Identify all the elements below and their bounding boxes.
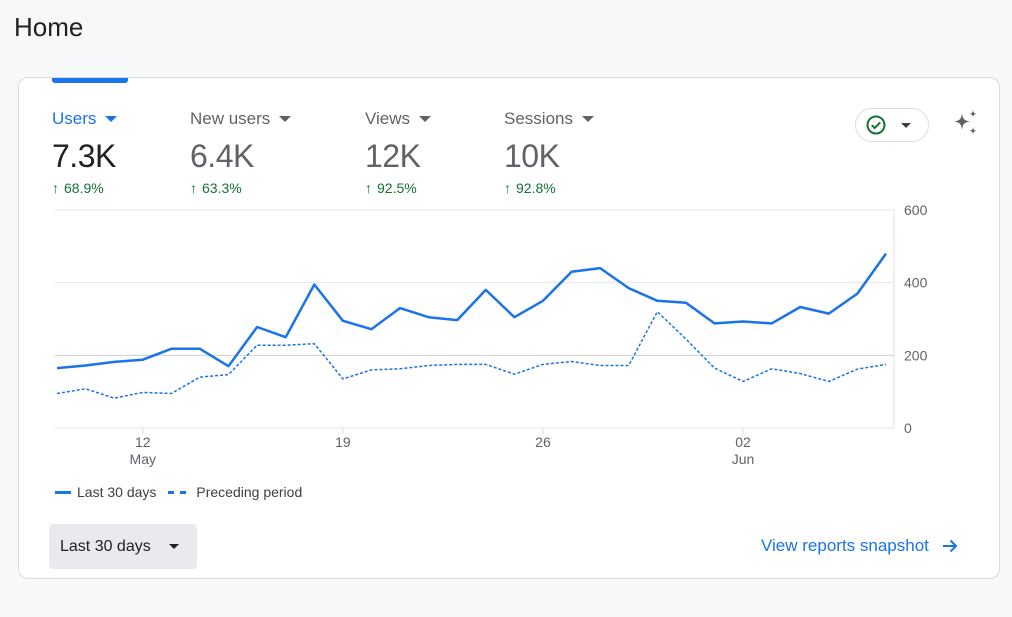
x-tick-label: 12 — [135, 434, 151, 450]
metric-tab-new-users[interactable]: New users 6.4K ↑ 63.3% — [190, 108, 292, 196]
metric-tab-users[interactable]: Users 7.3K ↑ 68.9% — [52, 108, 118, 196]
metric-label: Views — [365, 108, 432, 130]
metric-tab-sessions[interactable]: Sessions 10K ↑ 92.8% — [504, 108, 594, 196]
sparkle-icon[interactable] — [949, 108, 981, 140]
view-reports-label: View reports snapshot — [761, 536, 929, 555]
chevron-down-icon — [168, 544, 179, 549]
arrow-right-icon — [942, 539, 958, 553]
metric-change: ↑ 63.3% — [190, 180, 242, 196]
metric-change: ↑ 92.8% — [504, 180, 556, 196]
check-circle-icon — [866, 115, 886, 135]
legend-solid-line-icon — [55, 490, 71, 494]
page-title: Home — [14, 12, 84, 42]
chevron-down-icon — [419, 116, 432, 122]
overview-card: Users 7.3K ↑ 68.9% New users 6.4K ↑ 63.3% … — [18, 77, 1000, 579]
metric-value: 10K — [504, 138, 560, 174]
metric-tab-views[interactable]: Views 12K ↑ 92.5% — [365, 108, 432, 196]
arrow-up-icon: ↑ — [52, 180, 59, 196]
view-reports-snapshot-link[interactable]: View reports snapshot — [761, 536, 959, 556]
chart-legend: Last 30 days Preceding period — [55, 484, 302, 500]
chevron-down-icon — [279, 116, 292, 122]
metric-value: 12K — [365, 138, 421, 174]
x-tick-month-label: Jun — [732, 451, 755, 467]
chevron-down-icon — [581, 116, 594, 122]
date-range-dropdown[interactable]: Last 30 days — [49, 524, 197, 569]
metric-value: 7.3K — [52, 138, 116, 174]
x-tick-label: 26 — [535, 434, 551, 450]
legend-dashed-line-icon — [168, 490, 187, 494]
arrow-up-icon: ↑ — [190, 180, 197, 196]
preceding-period-line — [56, 310, 887, 399]
arrow-up-icon: ↑ — [504, 180, 511, 196]
y-tick-label: 600 — [904, 202, 928, 218]
data-quality-status-button[interactable] — [855, 108, 929, 142]
metric-change: ↑ 68.9% — [52, 180, 104, 196]
y-tick-label: 200 — [904, 347, 928, 363]
last-30-days-line — [56, 252, 888, 370]
y-tick-label: 400 — [904, 275, 928, 291]
metric-value: 6.4K — [190, 138, 254, 174]
chevron-down-icon — [901, 122, 911, 128]
chevron-down-icon — [105, 116, 118, 122]
x-tick-label: 02 — [735, 434, 751, 450]
arrow-up-icon: ↑ — [365, 180, 372, 196]
x-tick-month-label: May — [130, 451, 156, 467]
y-tick-label: 0 — [904, 420, 912, 436]
metric-label: New users — [190, 108, 292, 130]
x-tick-label: 19 — [335, 434, 351, 450]
active-tab-indicator — [52, 78, 128, 83]
metric-change: ↑ 92.5% — [365, 180, 417, 196]
legend-previous-label: Preceding period — [196, 484, 303, 500]
date-range-label: Last 30 days — [60, 537, 151, 555]
legend-current-label: Last 30 days — [77, 484, 157, 500]
metric-label: Sessions — [504, 108, 594, 130]
metric-label: Users — [52, 108, 118, 130]
